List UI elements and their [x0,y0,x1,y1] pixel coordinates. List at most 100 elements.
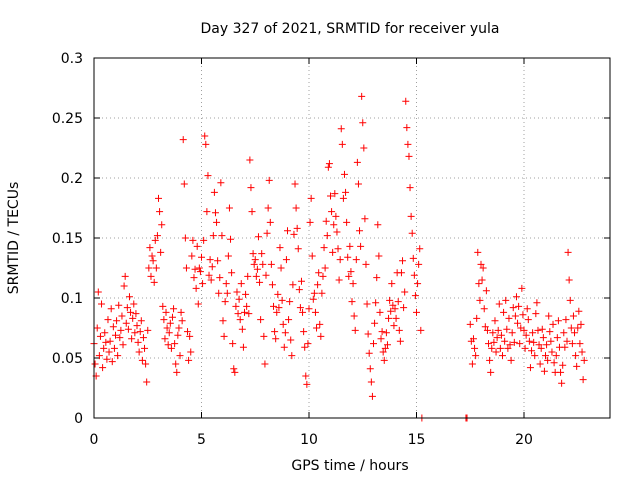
data-point [181,234,189,242]
data-point [395,326,403,334]
data-point [163,324,171,332]
data-point [221,298,229,306]
plot-frame [93,57,611,419]
data-point [577,320,585,328]
data-point [385,314,393,322]
data-point [201,132,209,140]
grid-lines [94,58,610,418]
data-point [189,236,197,244]
data-point [220,332,228,340]
data-point [477,260,485,268]
data-point [529,329,537,337]
data-point [190,274,198,282]
data-point [559,361,567,369]
data-point [361,215,369,223]
data-point [112,331,119,339]
data-point [566,296,574,304]
data-point [400,304,408,312]
data-point [409,254,417,262]
data-point [507,356,515,364]
data-point [261,360,269,368]
data-point [132,310,140,318]
data-point [512,293,520,301]
data-point [536,360,544,368]
data-point [565,276,573,284]
data-point [390,322,398,330]
data-point [316,320,324,328]
data-point [293,224,301,232]
data-point [534,326,542,334]
data-point [195,264,203,272]
data-point [105,348,113,356]
data-point [473,314,481,322]
data-point [491,317,499,325]
data-point [519,311,527,319]
data-point [494,326,502,334]
data-point [386,296,394,304]
data-point [380,356,388,364]
data-point [162,308,170,316]
data-point [334,245,342,253]
data-point [147,272,155,280]
data-point [526,364,534,372]
data-point [557,368,565,376]
data-point [323,232,331,240]
data-point [134,338,142,346]
data-point [153,232,161,240]
data-point [510,338,518,346]
data-point [352,256,360,264]
data-point [170,305,178,313]
data-point [306,218,314,226]
data-point [503,325,511,333]
data-point [488,344,496,352]
data-point [292,204,300,212]
data-point [288,352,296,360]
tick-labels: 0 0.05 0.1 0.15 0.2 0.25 0.3 0 5 10 15 20 [52,51,533,448]
data-point [531,352,539,360]
data-point [129,314,137,322]
data-point [485,340,493,348]
data-point [564,248,572,256]
data-point [396,337,404,345]
data-point [302,372,310,380]
data-point [399,257,407,265]
data-point [295,286,303,294]
data-point [209,232,217,240]
data-point [187,348,195,356]
data-point [270,302,278,310]
data-point [114,352,122,360]
data-point [229,340,237,348]
data-point [242,290,250,298]
data-point [193,242,201,250]
data-point [560,329,568,337]
data-point [338,140,346,148]
data-point [337,125,345,133]
data-point [405,152,413,160]
data-point [285,316,293,324]
data-point [301,343,309,351]
data-point [562,316,570,324]
data-point [171,340,179,348]
data-point [500,308,508,316]
data-point [359,119,367,127]
data-point [124,325,132,333]
data-point [502,296,510,304]
data-point [161,335,169,343]
data-point [523,305,531,313]
data-point [387,307,395,315]
data-point [406,184,414,192]
data-point [333,228,341,236]
data-point [549,320,557,328]
data-point [118,312,126,320]
data-point [127,308,135,316]
data-point [344,253,352,261]
data-point [481,323,489,331]
data-point [353,158,361,166]
data-point [363,300,371,308]
data-point [94,288,102,296]
data-point [180,180,188,188]
data-point [139,334,147,342]
data-point [305,305,313,313]
data-point [296,304,304,312]
data-point [417,326,425,334]
